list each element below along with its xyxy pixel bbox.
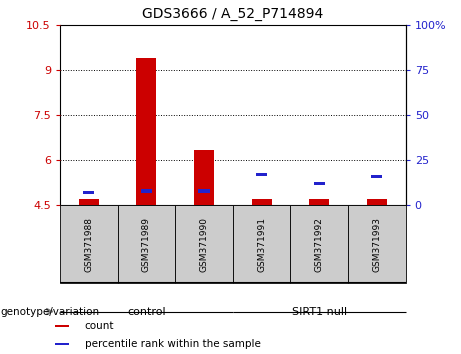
Bar <box>55 325 69 327</box>
Text: GSM371989: GSM371989 <box>142 217 151 272</box>
Text: genotype/variation: genotype/variation <box>0 307 99 316</box>
Bar <box>136 58 156 205</box>
Bar <box>175 205 233 283</box>
Text: GSM371988: GSM371988 <box>84 217 93 272</box>
Bar <box>141 189 152 193</box>
Text: count: count <box>85 321 114 331</box>
Text: percentile rank within the sample: percentile rank within the sample <box>85 339 261 349</box>
Bar <box>309 199 329 205</box>
Bar <box>371 175 383 178</box>
Text: control: control <box>127 307 165 316</box>
Bar <box>367 199 387 205</box>
Bar <box>348 205 406 283</box>
Bar <box>252 199 272 205</box>
Text: GSM371992: GSM371992 <box>315 217 324 272</box>
Text: GSM371990: GSM371990 <box>200 217 208 272</box>
Bar <box>313 182 325 185</box>
Bar <box>79 199 99 205</box>
Bar <box>198 189 210 193</box>
Bar <box>233 205 290 283</box>
Bar <box>290 205 348 283</box>
Bar <box>194 150 214 205</box>
Bar <box>55 343 69 345</box>
Bar <box>83 191 95 194</box>
Text: GSM371993: GSM371993 <box>372 217 381 272</box>
Text: GSM371991: GSM371991 <box>257 217 266 272</box>
Bar <box>256 173 267 176</box>
Bar <box>60 205 118 283</box>
Text: SIRT1 null: SIRT1 null <box>292 307 347 316</box>
Bar <box>118 205 175 283</box>
Title: GDS3666 / A_52_P714894: GDS3666 / A_52_P714894 <box>142 7 324 21</box>
